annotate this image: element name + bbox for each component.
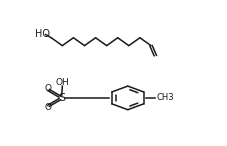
Text: S: S <box>58 93 65 103</box>
Text: HO: HO <box>35 29 49 39</box>
Text: O: O <box>44 84 51 93</box>
Text: CH3: CH3 <box>156 93 174 102</box>
Text: OH: OH <box>55 78 69 87</box>
Text: O: O <box>44 103 51 112</box>
